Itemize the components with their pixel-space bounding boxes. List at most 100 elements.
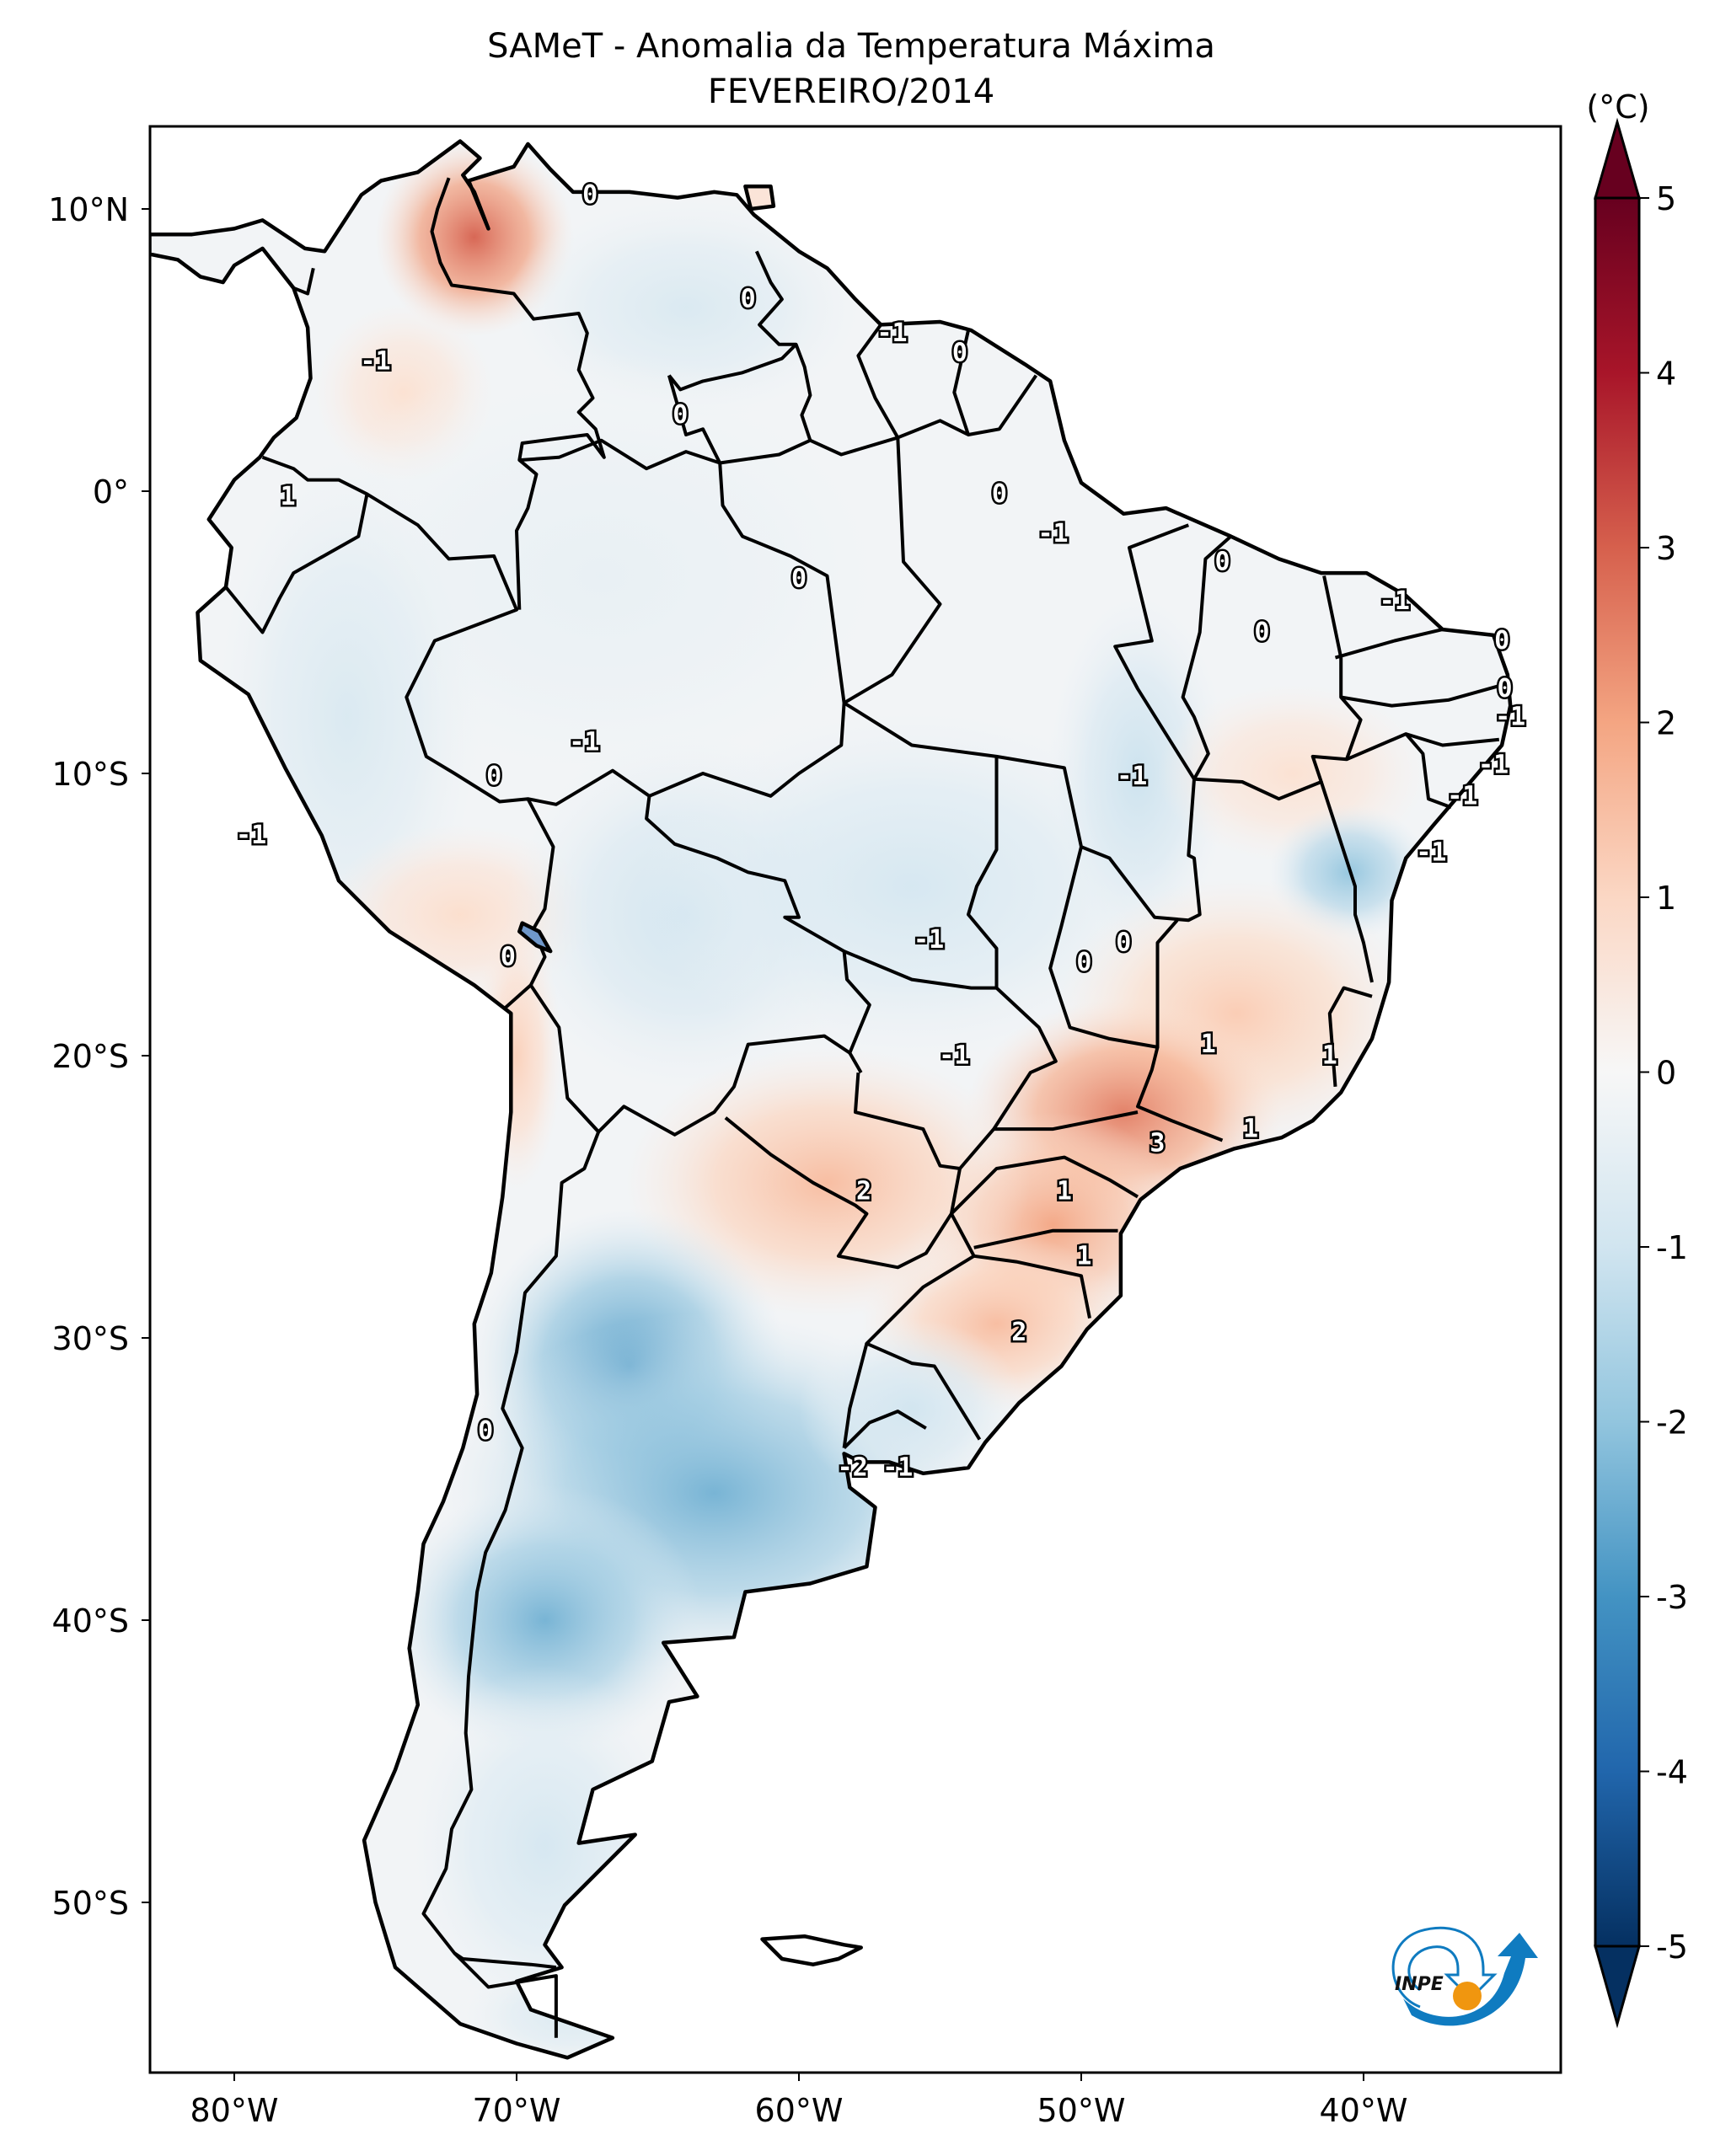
border-line xyxy=(856,324,970,440)
contour-label: -1 xyxy=(914,925,944,955)
logo-swirl-icon xyxy=(1391,1926,1498,2009)
plot-frame xyxy=(148,125,1562,2074)
contour-label: 0 xyxy=(478,1416,493,1446)
anomaly-field xyxy=(212,141,1431,2058)
colorbar-tick-label: -1 xyxy=(1656,1229,1688,1266)
contour-label: 1 xyxy=(1201,1030,1216,1059)
border-line xyxy=(973,1254,1091,1319)
colorbar-tick-label: -2 xyxy=(1656,1404,1688,1442)
border-line xyxy=(843,950,997,990)
contour-label: 0 xyxy=(1214,547,1230,576)
contour-label: -1 xyxy=(1478,750,1509,779)
border-line xyxy=(1346,732,1499,762)
logo-sun-icon xyxy=(1453,1982,1482,2010)
contour-label: 2 xyxy=(1011,1318,1026,1347)
border-line xyxy=(292,267,315,296)
chart-title: SAMeT - Anomalia da Temperatura Máxima xyxy=(487,27,1215,66)
contour-label: 0 xyxy=(501,942,516,971)
contour-label: 0 xyxy=(741,285,756,314)
border-line xyxy=(843,437,942,705)
border-line xyxy=(1404,732,1452,810)
border-line xyxy=(1319,781,1374,983)
border-line xyxy=(994,1110,1139,1131)
border-line xyxy=(1136,1046,1224,1142)
border-line xyxy=(421,1096,601,1970)
contour-label: -1 xyxy=(569,728,599,757)
contour-label: 1 xyxy=(281,482,296,511)
contour-label: -1 xyxy=(1416,837,1446,867)
contour-label: 0 xyxy=(992,479,1007,509)
border-line xyxy=(1181,535,1232,780)
falkland-islands xyxy=(760,1934,863,1966)
contour-label: -1 xyxy=(1380,586,1410,616)
contour-label: 0 xyxy=(1254,618,1269,647)
colorbar-gradient xyxy=(1594,196,1641,1948)
contour-label: -1 xyxy=(1495,703,1525,732)
border-line xyxy=(843,1410,927,1450)
border-line xyxy=(843,523,1202,923)
border-line xyxy=(430,177,606,610)
y-tick-label: 20°S xyxy=(52,1038,129,1075)
x-tick-label: 80°W xyxy=(190,2092,279,2129)
y-tick-label: 10°N xyxy=(48,191,129,228)
colorbar-tick-label: 4 xyxy=(1656,356,1676,393)
border-line xyxy=(842,1343,869,1448)
chart-subtitle: FEVEREIRO/2014 xyxy=(708,72,994,111)
colorbar-tick-label: 3 xyxy=(1656,530,1676,567)
continent-coastline xyxy=(150,139,1513,2060)
colorbar-tick-label: -4 xyxy=(1656,1754,1688,1791)
anomaly-blob-patagonia-north xyxy=(386,1485,704,1756)
contour-label: -1 xyxy=(360,346,390,376)
border-line xyxy=(1327,986,1373,1087)
x-tick-label: 60°W xyxy=(755,2092,844,2129)
contour-label: 0 xyxy=(1497,674,1512,704)
colorbar-tick-label: 2 xyxy=(1656,705,1676,742)
anomaly-blob-mato-grosso xyxy=(640,705,1183,1067)
border-line xyxy=(224,455,369,634)
y-tick-label: 30°S xyxy=(52,1320,129,1357)
contour-label: 1 xyxy=(1076,1241,1091,1271)
contour-label: 0 xyxy=(952,338,967,367)
lake-titicaca xyxy=(517,921,553,954)
colorbar-tick-label: -5 xyxy=(1656,1929,1688,1966)
border-line xyxy=(519,438,846,798)
contour-labels: 0-1010-1000-100-100-1-1-1-1-10-1-10-100-… xyxy=(234,178,1528,1485)
contour-label: 0 xyxy=(673,400,688,430)
colorbar-tick-label: -3 xyxy=(1656,1579,1688,1616)
contour-label: -2 xyxy=(838,1453,868,1483)
colorbar-ticks: 5 4 3 2 1 0 -1 -2 -3 -4 -5 xyxy=(1639,180,1688,1966)
contour-label: 0 xyxy=(1494,626,1509,655)
contour-label: -1 xyxy=(1117,762,1147,791)
anomaly-blob-tocantins xyxy=(1047,592,1229,955)
border-line xyxy=(973,1228,1118,1249)
contour-label: 1 xyxy=(1243,1115,1258,1144)
y-tick-label: 40°S xyxy=(52,1602,129,1640)
colorbar-tick-label: 1 xyxy=(1656,880,1676,917)
contour-label: 0 xyxy=(791,564,807,593)
border-line xyxy=(754,250,898,457)
contour-label: -1 xyxy=(882,1453,913,1483)
y-tick-label: 50°S xyxy=(52,1885,129,1922)
colorbar-tick-label: 0 xyxy=(1656,1055,1676,1092)
contour-label: 3 xyxy=(1150,1128,1165,1158)
contour-label: 0 xyxy=(1076,948,1091,977)
contour-label: -1 xyxy=(939,1041,969,1071)
colorbar: (°C) 5 4 3 2 1 0 -1 -2 -3 -4 -5 xyxy=(1586,88,1688,2029)
logo-text: INPE xyxy=(1395,1974,1444,1995)
trinidad-island xyxy=(743,184,776,211)
contour-label: -1 xyxy=(236,821,266,850)
x-axis-ticks: 80°W 70°W 60°W 50°W 40°W xyxy=(190,2073,1407,2129)
contour-label: 0 xyxy=(486,762,501,791)
border-line xyxy=(1193,575,1363,801)
y-tick-label: 10°S xyxy=(52,756,129,793)
border-line xyxy=(724,1072,962,1270)
border-line xyxy=(667,375,812,465)
border-line xyxy=(1048,846,1179,1049)
logo-arrow-icon xyxy=(1403,1933,1538,2026)
colorbar-extend-min xyxy=(1594,1945,1641,2029)
map-plot-area: 0-1010-1000-100-100-1-1-1-1-10-1-10-100-… xyxy=(150,126,1561,2073)
contour-label: 1 xyxy=(1057,1176,1072,1206)
y-axis-ticks: 10°N 0° 10°S 20°S 30°S 40°S 50°S xyxy=(48,191,150,1922)
contour-label: 1 xyxy=(1322,1041,1337,1071)
border-line xyxy=(967,374,1038,436)
